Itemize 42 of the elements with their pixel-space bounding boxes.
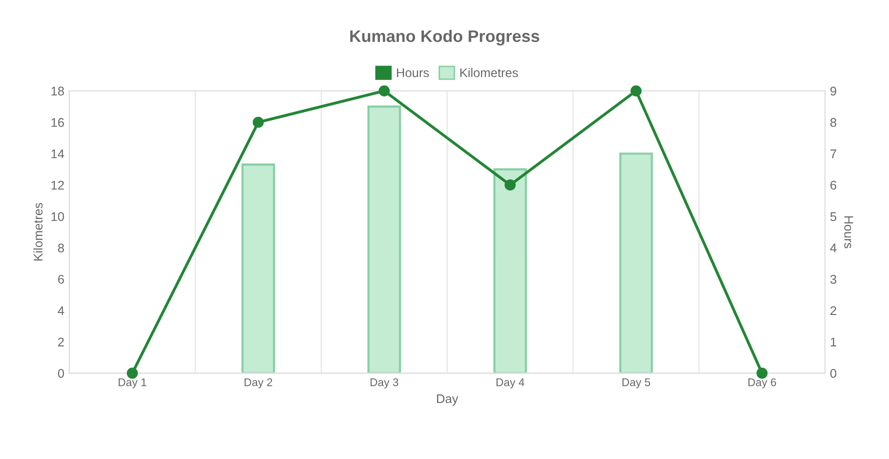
x-tick-label: Day 2 (244, 378, 272, 388)
chart-title: Kumano Kodo Progress (350, 30, 540, 46)
x-axis-title: Day (437, 394, 458, 406)
y-tick-label: 12 (52, 180, 64, 190)
bar (367, 106, 401, 374)
x-tick-label: Day 6 (748, 378, 776, 388)
x-tick-label: Day 5 (622, 378, 650, 388)
y2-tick-label: 0 (830, 368, 836, 378)
y2-tick-label: 2 (830, 306, 836, 315)
y-tick-label: 18 (52, 86, 64, 96)
y-tick-label: 10 (52, 212, 64, 221)
point (252, 116, 264, 128)
bar (619, 152, 653, 374)
point (378, 85, 390, 96)
x-tick-label: Day 4 (496, 378, 524, 388)
y-tick-label: 6 (58, 274, 64, 284)
bar (493, 168, 527, 374)
point (630, 85, 642, 96)
point (756, 368, 768, 379)
x-tick-label: Day 1 (118, 378, 146, 388)
y2-tick-label: 6 (830, 180, 836, 190)
y2-tick-label: 7 (830, 150, 836, 158)
legend-label: Hours (397, 68, 429, 78)
y-tick-label: 4 (58, 306, 64, 315)
y2-axis-title: Hours (844, 216, 854, 248)
x-tick-label: Day 3 (370, 378, 398, 388)
y2-tick-label: 8 (830, 118, 836, 127)
y-tick-label: 2 (58, 338, 64, 346)
y2-tick-label: 4 (830, 244, 836, 252)
y-tick-label: 0 (58, 368, 64, 378)
legend-label: Kilometres (460, 68, 518, 78)
y2-tick-label: 1 (830, 338, 836, 346)
bar (241, 164, 276, 374)
y2-tick-label: 9 (830, 86, 836, 96)
point (504, 179, 516, 191)
y-tick-label: 8 (58, 244, 64, 252)
point (126, 368, 138, 379)
y-tick-label: 16 (52, 118, 64, 127)
y-axis-title: Kilometres (33, 202, 43, 261)
y2-tick-label: 5 (830, 212, 836, 221)
y-tick-label: 14 (52, 150, 64, 158)
y2-tick-label: 3 (830, 274, 836, 284)
